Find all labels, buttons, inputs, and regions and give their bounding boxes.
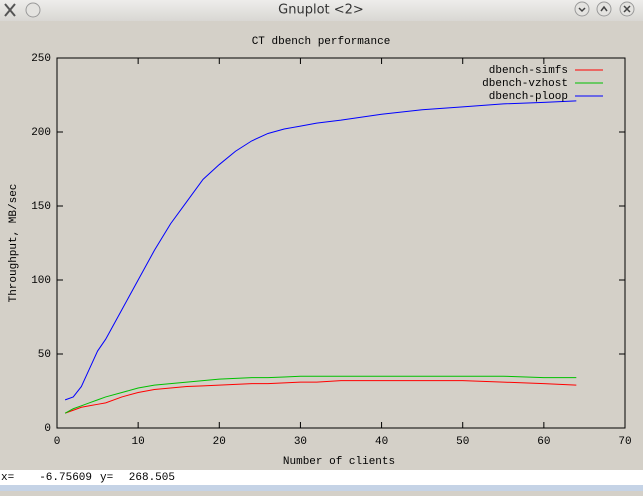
y-axis-label: Throughput, MB/sec xyxy=(8,184,20,303)
x-axis-label: Number of clients xyxy=(283,456,395,468)
legend-label: dbench-simfs xyxy=(489,65,568,77)
x-tick-label: 60 xyxy=(537,436,550,448)
title-bar xyxy=(0,0,643,21)
x-tick-label: 30 xyxy=(294,436,307,448)
status-y-label: y= xyxy=(100,472,113,484)
window-icon[interactable] xyxy=(4,3,16,17)
chart-title: CT dbench performance xyxy=(252,36,391,48)
y-tick-label: 200 xyxy=(31,127,51,139)
plot-frame xyxy=(56,57,626,429)
x-tick-label: 70 xyxy=(618,436,631,448)
legend-label: dbench-vzhost xyxy=(482,78,568,90)
y-tick-label: 250 xyxy=(31,53,51,65)
status-x-value: -6.75609 xyxy=(39,472,92,484)
x-tick-label: 40 xyxy=(375,436,388,448)
y-tick-label: 100 xyxy=(31,275,51,287)
data-line xyxy=(64,100,577,401)
x-tick-label: 20 xyxy=(213,436,226,448)
status-x-label: x= xyxy=(1,472,14,484)
y-tick-label: 0 xyxy=(44,423,51,435)
x-tick-label: 10 xyxy=(132,436,145,448)
data-line xyxy=(64,375,577,414)
maximize-button[interactable] xyxy=(596,1,612,17)
x-tick-label: 50 xyxy=(456,436,469,448)
y-tick-label: 50 xyxy=(38,349,51,361)
window-title: Gnuplot <2> xyxy=(278,3,364,18)
data-line xyxy=(64,380,577,414)
plot-canvas xyxy=(0,21,643,470)
legend-label: dbench-ploop xyxy=(489,91,568,103)
status-y-value: 268.505 xyxy=(129,472,175,484)
minimize-button[interactable] xyxy=(574,1,590,17)
taskbar-strip xyxy=(0,485,643,491)
x-tick-label: 0 xyxy=(54,436,61,448)
menu-button[interactable] xyxy=(25,2,41,18)
y-tick-label: 150 xyxy=(31,201,51,213)
